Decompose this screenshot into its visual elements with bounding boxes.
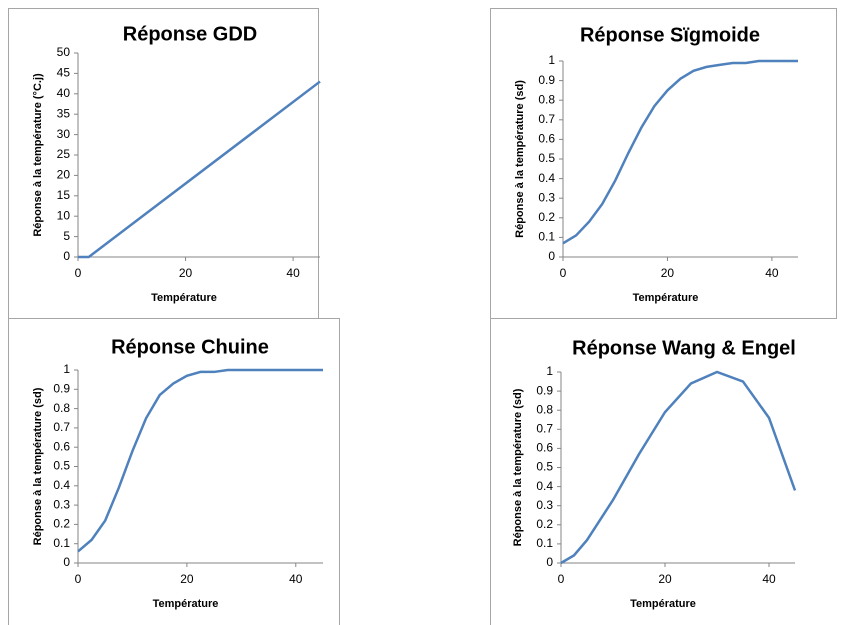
data-line <box>562 59 798 245</box>
data-line <box>560 370 797 565</box>
chart-title: Réponse GDD <box>123 23 257 45</box>
x-tick-label: 0 <box>75 266 82 280</box>
x-tick-label: 20 <box>179 266 193 280</box>
y-tick-label: 0.2 <box>536 517 553 531</box>
x-tick-label: 20 <box>658 572 672 586</box>
panel-frame <box>8 8 319 319</box>
y-axis-label: Réponse à la température (sd) <box>512 388 524 546</box>
y-tick-label: 0.9 <box>536 383 553 397</box>
y-tick-label: 25 <box>57 147 71 161</box>
y-axis-label: Réponse à la température (sd) <box>32 387 44 545</box>
y-tick-label: 35 <box>57 106 71 120</box>
y-tick-label: 0.2 <box>538 210 555 224</box>
data-line <box>78 80 321 259</box>
chart-title: Réponse Sïgmoide <box>580 24 760 46</box>
y-tick-label: 0 <box>63 555 70 569</box>
y-tick-label: 0.3 <box>53 497 70 511</box>
y-tick-label: 0.1 <box>536 536 553 550</box>
y-tick-label: 15 <box>57 188 71 202</box>
x-tick-label: 40 <box>286 266 300 280</box>
chart-title: Réponse Wang & Engel <box>572 337 796 359</box>
y-tick-label: 0.8 <box>536 402 553 416</box>
y-tick-label: 0.6 <box>538 132 555 146</box>
y-tick-label: 0.1 <box>538 230 555 244</box>
y-tick-label: 0.5 <box>536 460 553 474</box>
panel-frame <box>490 318 837 625</box>
x-tick-label: 0 <box>75 572 82 586</box>
x-tick-label: 0 <box>560 266 567 280</box>
y-tick-label: 0.7 <box>538 112 555 126</box>
y-tick-label: 0.9 <box>53 381 70 395</box>
y-tick-label: 0.5 <box>538 151 555 165</box>
data-line <box>77 368 323 553</box>
y-tick-label: 10 <box>57 208 71 222</box>
y-tick-label: 45 <box>57 66 71 80</box>
y-tick-label: 0.5 <box>53 459 70 473</box>
chart-title: Réponse Chuine <box>111 336 269 358</box>
x-axis-label: Température <box>151 292 217 304</box>
panel-frame <box>8 318 340 625</box>
y-tick-label: 0.3 <box>536 498 553 512</box>
y-axis-label: Réponse à la température (sd) <box>514 80 526 238</box>
y-tick-label: 0 <box>548 249 555 263</box>
y-tick-label: 0.8 <box>538 92 555 106</box>
x-axis-label: Température <box>633 292 699 304</box>
x-tick-label: 20 <box>180 572 194 586</box>
y-tick-label: 0.4 <box>536 479 553 493</box>
y-tick-label: 1 <box>546 364 553 378</box>
y-tick-label: 20 <box>57 168 71 182</box>
y-tick-label: 0.1 <box>53 536 70 550</box>
x-tick-label: 40 <box>289 572 303 586</box>
y-tick-label: 1 <box>548 53 555 67</box>
y-tick-label: 30 <box>57 127 71 141</box>
y-tick-label: 0.3 <box>538 190 555 204</box>
y-axis-label: Réponse à la température (°C.j) <box>32 73 44 237</box>
y-tick-label: 0.9 <box>538 73 555 87</box>
y-tick-label: 0 <box>546 555 553 569</box>
y-tick-label: 5 <box>63 229 70 243</box>
y-tick-label: 0.7 <box>53 420 70 434</box>
y-tick-label: 0.7 <box>536 421 553 435</box>
y-tick-label: 0.8 <box>53 401 70 415</box>
y-tick-label: 0 <box>63 249 70 263</box>
y-tick-label: 0.4 <box>53 478 70 492</box>
y-tick-label: 0.6 <box>53 439 70 453</box>
y-tick-label: 0.6 <box>536 441 553 455</box>
x-tick-label: 20 <box>661 266 675 280</box>
y-tick-label: 40 <box>57 86 71 100</box>
y-tick-label: 0.2 <box>53 517 70 531</box>
x-axis-label: Température <box>630 598 696 610</box>
x-axis-label: Température <box>153 598 219 610</box>
x-tick-label: 0 <box>558 572 565 586</box>
x-tick-label: 40 <box>762 572 776 586</box>
y-tick-label: 1 <box>63 362 70 376</box>
y-tick-label: 50 <box>57 45 71 59</box>
y-tick-label: 0.4 <box>538 171 555 185</box>
x-tick-label: 40 <box>765 266 779 280</box>
